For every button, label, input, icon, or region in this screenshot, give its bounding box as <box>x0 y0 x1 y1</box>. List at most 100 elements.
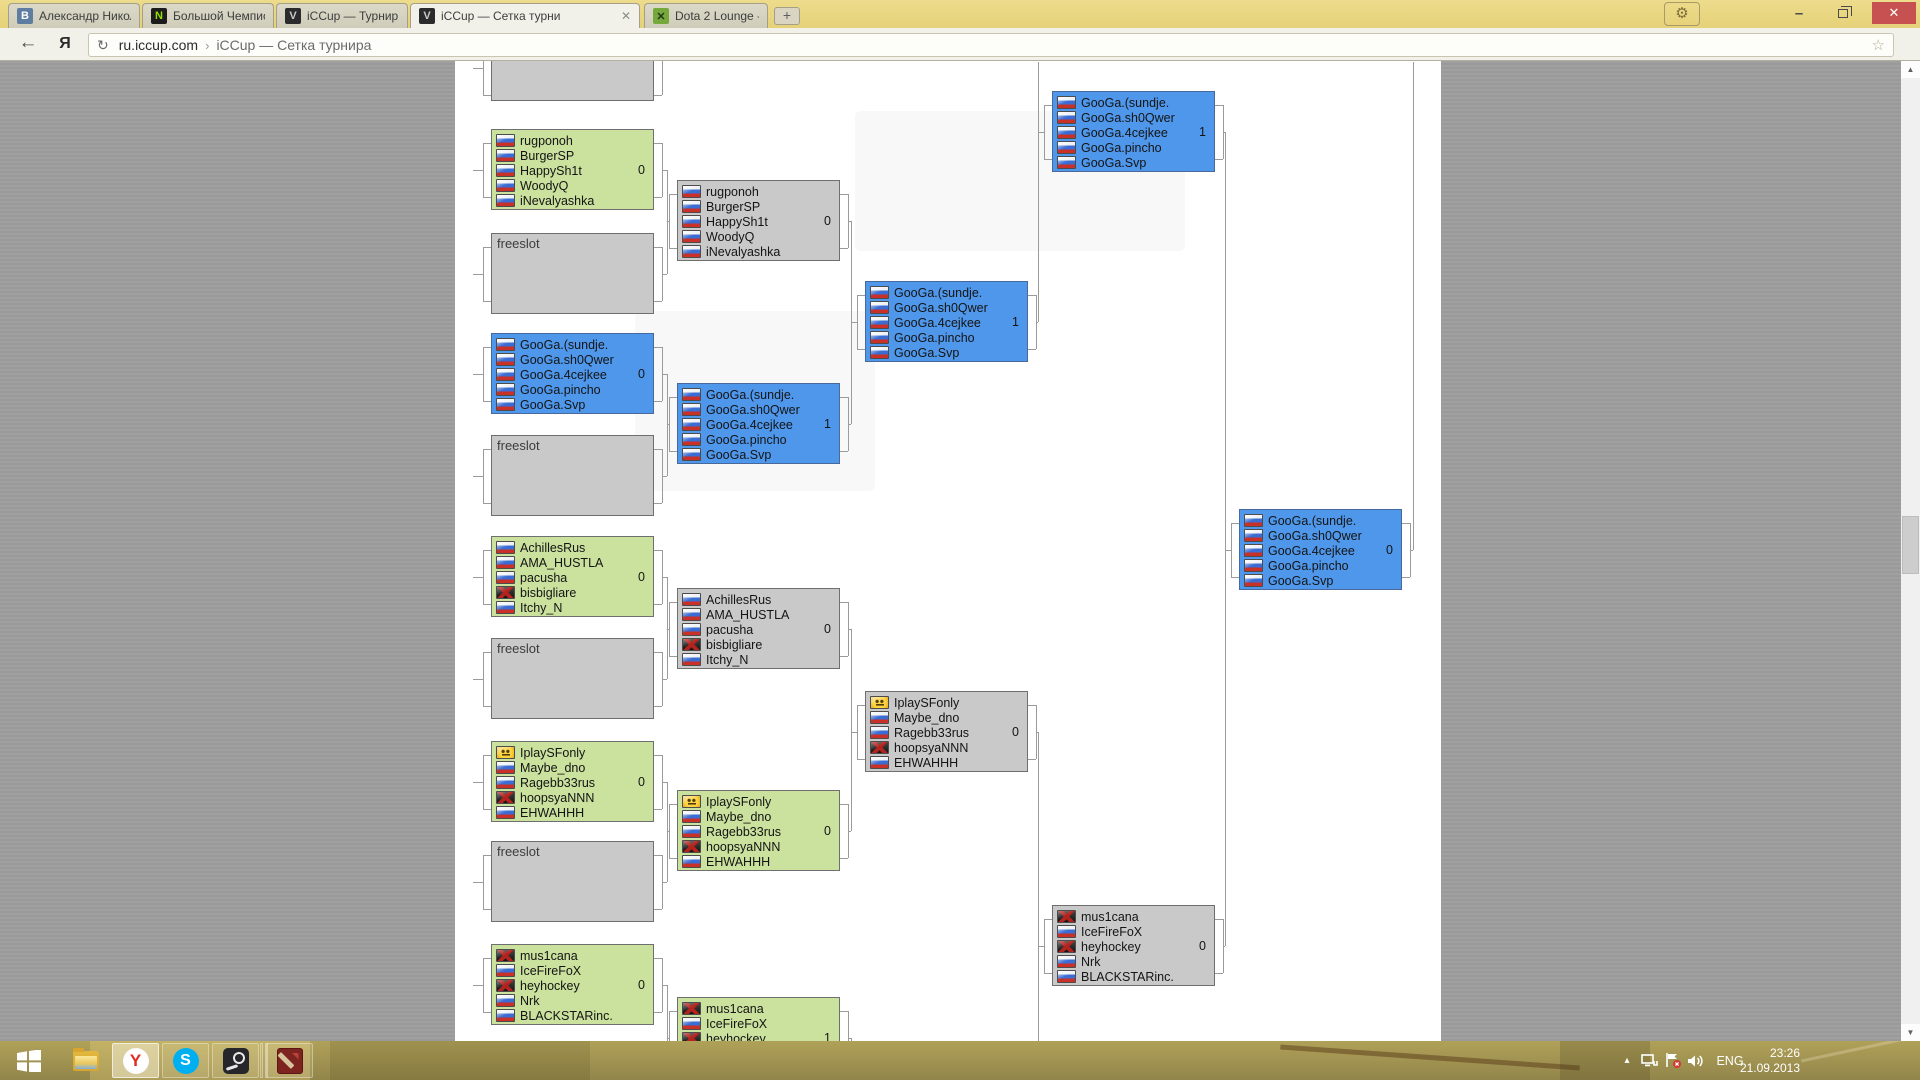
match-box-r1b5[interactable]: AchillesRus AMA_HUSTLA pacusha bisbigliare I… <box>491 536 654 617</box>
match-box-r2c4[interactable]: IplaySFonly Maybe_dno Ragebb33rus hoopsyaNN… <box>677 790 840 871</box>
bracket-connector-line <box>654 346 662 348</box>
steam-extra-windows-indicator[interactable] <box>260 1043 268 1078</box>
tab-close-icon[interactable]: ✕ <box>620 9 631 23</box>
start-button[interactable] <box>0 1041 58 1080</box>
player-name: GooGa.Svp <box>520 397 586 412</box>
bracket-connector-line <box>1036 731 1038 733</box>
match-box-r1b4[interactable]: freeslot <box>491 435 654 516</box>
match-box-r1b7[interactable]: IplaySFonly Maybe_dno Ragebb33rus hoopsyaNN… <box>491 741 654 822</box>
match-box-r2c5[interactable]: mus1canaIceFireFoXheyhockeyNrkBLACKSTARi… <box>677 997 840 1041</box>
tab-title: Александр Николаев <box>39 9 131 23</box>
player-row: GooGa.pincho <box>1244 558 1401 573</box>
browser-tab-1[interactable]: В Александр Николаев <box>8 3 140 28</box>
bracket-connector-line <box>1413 62 1414 550</box>
network-icon[interactable] <box>1638 1041 1662 1080</box>
volume-icon[interactable] <box>1684 1041 1708 1080</box>
bracket-connector-line <box>483 95 491 96</box>
back-button[interactable]: ← <box>18 32 38 53</box>
gear-icon[interactable]: ⚙ <box>1664 2 1700 26</box>
bracket-connector-line <box>1231 522 1239 524</box>
player-row: BLACKSTARinc. <box>1057 969 1214 984</box>
match-box-r5f1[interactable]: GooGa.(sundje. GooGa.sh0Qwer GooGa.4cejkee… <box>1239 509 1402 590</box>
bookmark-star-icon[interactable]: ☆ <box>1871 37 1885 54</box>
browser-tab-2[interactable]: N Большой Чемпионат <box>142 3 274 28</box>
address-bar[interactable]: ↻ ru.iccup.com › iCCup — Сетка турнира ☆ <box>88 33 1894 57</box>
flag-x-icon <box>1057 940 1076 953</box>
player-row: iNevalyashka <box>682 244 839 259</box>
player-name: BurgerSP <box>706 199 761 214</box>
bracket-connector-line <box>667 1037 669 1039</box>
player-row: GooGa.Svp <box>682 447 839 462</box>
flag-x-icon <box>1057 910 1076 923</box>
yandex-logo-button[interactable]: Я <box>59 35 71 52</box>
bracket-connector-line <box>848 628 851 630</box>
player-name: GooGa.4cejkee <box>1268 543 1355 558</box>
player-name: GooGa.sh0Qwer <box>1268 528 1362 543</box>
flag-ru-icon <box>496 398 515 411</box>
bracket-connector-line <box>654 502 662 504</box>
match-box-r1b9[interactable]: mus1cana IceFireFoX heyhockey Nrk BLACKSTARi… <box>491 944 654 1025</box>
scrollbar-up-icon[interactable]: ▲ <box>1901 61 1920 78</box>
match-box-r2c1[interactable]: rugponoh BurgerSP HappySh1t WoodyQ iNevalyas… <box>677 180 840 261</box>
language-indicator[interactable]: ENG <box>1716 1053 1744 1068</box>
bracket-connector-line <box>848 220 851 222</box>
flag-ru-icon <box>870 346 889 359</box>
match-box-r3d2[interactable]: IplaySFonly Maybe_dno Ragebb33rus hoopsyaNN… <box>865 691 1028 772</box>
minimize-button[interactable]: – <box>1794 4 1804 22</box>
match-box-r4e2[interactable]: mus1cana IceFireFoX heyhockey Nrk BLACKSTARi… <box>1052 905 1215 986</box>
close-window-button[interactable]: ✕ <box>1872 2 1916 24</box>
restore-button[interactable] <box>1828 2 1858 24</box>
player-name: iNevalyashka <box>706 244 781 259</box>
taskbar-dota2-button[interactable] <box>266 1043 313 1078</box>
page-scrollbar[interactable]: ▲ ▼ <box>1901 61 1920 1041</box>
bracket-connector-line <box>483 448 491 450</box>
taskbar-steam-button[interactable] <box>212 1043 259 1078</box>
bracket-connector-line <box>483 603 491 605</box>
player-name: Itchy_N <box>706 652 749 667</box>
bracket-connector-line <box>662 169 667 171</box>
match-box-r1b3[interactable]: GooGa.(sundje. GooGa.sh0Qwer GooGa.4cejkee… <box>491 333 654 414</box>
player-name: GooGa.Svp <box>1268 573 1334 588</box>
player-row: heyhockey <box>496 978 653 993</box>
match-box-r1b6[interactable]: freeslot <box>491 638 654 719</box>
bracket-connector-line <box>654 603 662 605</box>
match-box-r1b1[interactable]: rugponoh BurgerSP HappySh1t WoodyQ iNevalyas… <box>491 129 654 210</box>
taskbar-yandex-browser-button[interactable]: Y <box>112 1043 159 1078</box>
action-center-flag-icon[interactable] <box>1662 1041 1684 1080</box>
match-box-r2c2[interactable]: GooGa.(sundje. GooGa.sh0Qwer GooGa.4cejkee… <box>677 383 840 464</box>
bracket-connector-line <box>667 984 668 1041</box>
match-box-r4e1[interactable]: GooGa.(sundje. GooGa.sh0Qwer GooGa.4cejkee… <box>1052 91 1215 172</box>
bracket-connector-line <box>857 294 858 349</box>
bracket-connector-line <box>669 857 677 859</box>
match-box-r1b0[interactable] <box>491 61 654 101</box>
bracket-connector-line <box>483 957 484 1012</box>
bracket-connector-line <box>667 830 669 832</box>
player-row: bisbigliare <box>496 585 653 600</box>
bracket-connector-line <box>1223 131 1225 133</box>
match-box-r3d1[interactable]: GooGa.(sundje. GooGa.sh0Qwer GooGa.4cejkee… <box>865 281 1028 362</box>
taskbar-skype-button[interactable]: S <box>162 1043 209 1078</box>
match-box-r1b2[interactable]: freeslot <box>491 233 654 314</box>
url-host: ru.iccup.com <box>118 37 199 53</box>
bracket-connector-line <box>669 193 670 248</box>
match-score: 0 <box>1199 939 1206 953</box>
clock[interactable]: 23:26 21.09.2013 <box>1714 1041 1800 1080</box>
flag-x-icon <box>682 638 701 651</box>
match-box-r2c3[interactable]: AchillesRus AMA_HUSTLA pacusha bisbigliare I… <box>677 588 840 669</box>
scrollbar-thumb[interactable] <box>1902 516 1919 574</box>
player-row: Maybe_dno <box>870 710 1027 725</box>
player-name: GooGa.Svp <box>1081 155 1147 170</box>
new-tab-button[interactable]: + <box>774 7 800 25</box>
freeslot-label: freeslot <box>497 844 540 859</box>
taskbar-file-explorer-button[interactable] <box>62 1043 109 1078</box>
scrollbar-down-icon[interactable]: ▼ <box>1901 1024 1920 1041</box>
reload-icon[interactable]: ↻ <box>97 36 109 53</box>
player-row: GooGa.4cejkee <box>870 315 1027 330</box>
player-name: HappySh1t <box>520 163 582 178</box>
match-box-r1b8[interactable]: freeslot <box>491 841 654 922</box>
browser-tab-5[interactable]: ✕ Dota 2 Lounge - Marke <box>644 3 768 28</box>
hidden-icons-arrow-icon[interactable]: ▴ <box>1624 1055 1630 1066</box>
